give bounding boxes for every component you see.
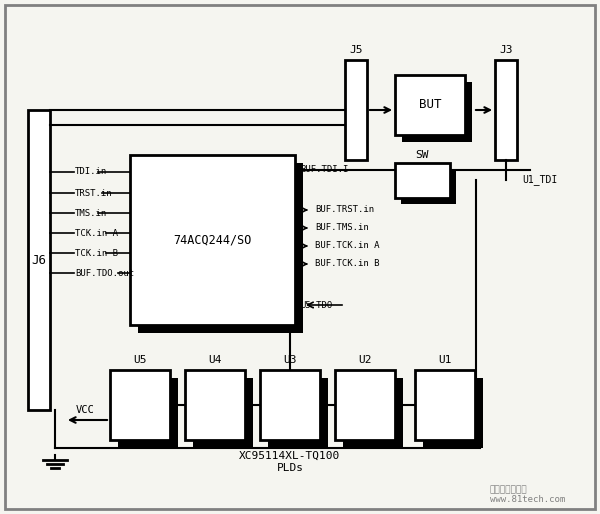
- Bar: [335, 370, 395, 440]
- Bar: [260, 370, 320, 440]
- Text: TMS.in: TMS.in: [75, 209, 107, 217]
- Bar: [268, 378, 328, 448]
- Bar: [118, 378, 178, 448]
- Text: U1: U1: [438, 355, 452, 365]
- Text: U3: U3: [283, 355, 297, 365]
- Text: BUT: BUT: [419, 99, 441, 112]
- Text: 74ACQ244/SO: 74ACQ244/SO: [173, 233, 251, 247]
- Bar: [395, 75, 465, 135]
- Text: U2: U2: [358, 355, 372, 365]
- Text: SW: SW: [416, 150, 429, 160]
- Bar: [28, 110, 50, 410]
- Text: BUF.TCK.in A: BUF.TCK.in A: [315, 242, 380, 250]
- Text: BUF.TMS.in: BUF.TMS.in: [315, 224, 369, 232]
- Bar: [495, 60, 517, 160]
- Text: BUF.TDI.I: BUF.TDI.I: [300, 166, 349, 174]
- Text: XC95114XL-TQ100
PLDs: XC95114XL-TQ100 PLDs: [239, 451, 341, 473]
- Bar: [185, 370, 245, 440]
- Text: TRST.in: TRST.in: [75, 189, 113, 197]
- Text: U1_TDI: U1_TDI: [522, 175, 557, 186]
- Text: www.81tech.com: www.81tech.com: [490, 495, 565, 505]
- Text: BUF.TRST.in: BUF.TRST.in: [315, 206, 374, 214]
- Bar: [343, 378, 403, 448]
- Bar: [401, 169, 456, 204]
- Bar: [138, 163, 303, 333]
- Text: U4: U4: [208, 355, 222, 365]
- Text: TDI.in: TDI.in: [75, 168, 107, 176]
- Bar: [402, 82, 472, 142]
- Text: U5: U5: [133, 355, 147, 365]
- Text: VCC: VCC: [76, 405, 94, 415]
- Text: TCK.in B: TCK.in B: [75, 248, 118, 258]
- Text: BUF.TCK.in B: BUF.TCK.in B: [315, 260, 380, 268]
- Bar: [193, 378, 253, 448]
- Bar: [395, 163, 450, 198]
- Text: TCK.in A: TCK.in A: [75, 229, 118, 237]
- Bar: [415, 370, 475, 440]
- Text: J3: J3: [499, 45, 513, 55]
- Text: BUF.TDO.out: BUF.TDO.out: [75, 268, 134, 278]
- Bar: [130, 155, 295, 325]
- Bar: [423, 378, 483, 448]
- Text: J6: J6: [32, 253, 47, 266]
- Text: U5.TDO: U5.TDO: [300, 301, 332, 309]
- Bar: [345, 60, 367, 160]
- Bar: [110, 370, 170, 440]
- Text: J5: J5: [349, 45, 363, 55]
- Text: 中国国际科技网: 中国国际科技网: [490, 486, 527, 494]
